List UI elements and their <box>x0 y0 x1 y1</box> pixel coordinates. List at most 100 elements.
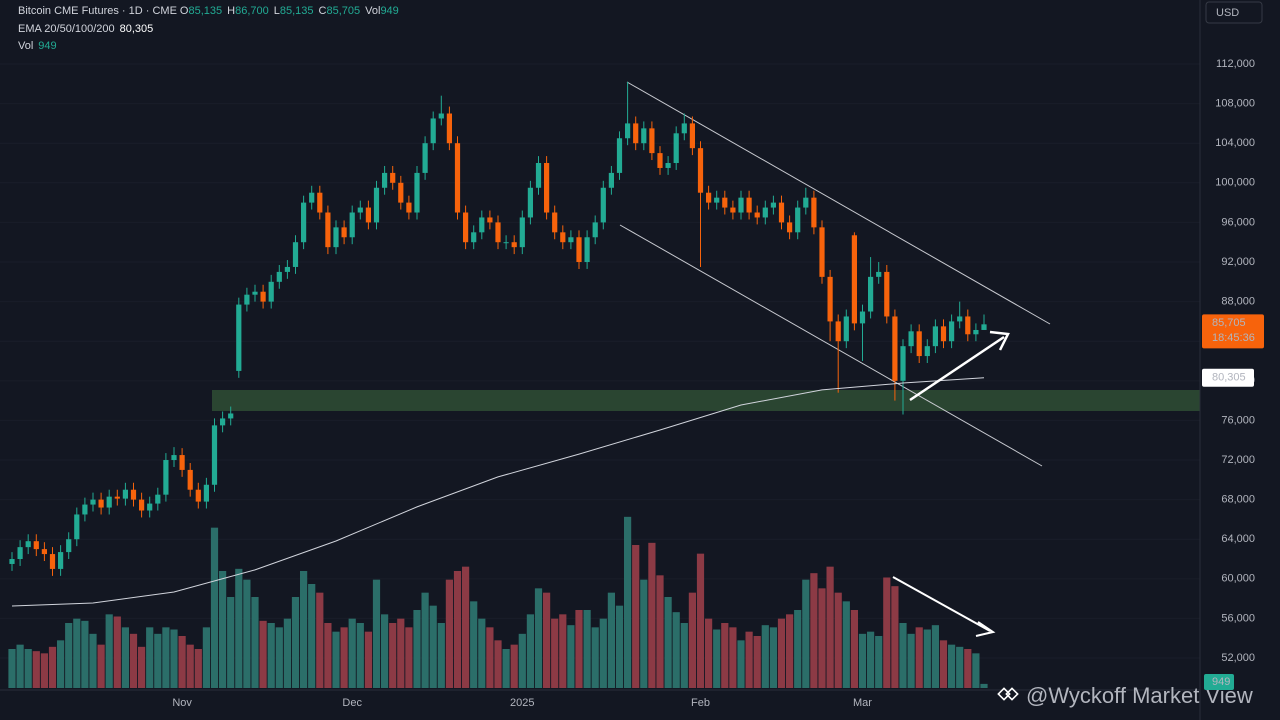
candle-body <box>868 276 874 312</box>
volume-bar <box>810 573 818 688</box>
volume-bar <box>599 618 607 688</box>
volume-bar <box>453 571 462 688</box>
x-tick-label: Mar <box>853 697 872 709</box>
legend-value: 85,705 <box>326 5 360 17</box>
volume-bar <box>470 601 478 688</box>
last-price-box <box>1202 314 1264 349</box>
candle-body <box>90 499 96 505</box>
candle-body <box>787 222 793 233</box>
candle-body <box>406 202 412 213</box>
candle-body <box>349 212 355 238</box>
volume-bar <box>405 627 413 688</box>
candle-body <box>171 455 177 461</box>
volume-bar <box>210 527 219 688</box>
volume-name: Vol <box>18 40 33 52</box>
countdown: 18:45:36 <box>1212 332 1255 344</box>
volume-bar <box>494 640 502 688</box>
volume-bar <box>40 653 48 688</box>
grid <box>0 63 1200 659</box>
volume-bar <box>170 629 178 688</box>
candle-body <box>722 197 728 208</box>
candle-body <box>58 552 64 569</box>
volume-bar <box>462 566 470 688</box>
candle-body <box>600 187 606 223</box>
volume-bar <box>721 623 729 688</box>
candle-body <box>390 172 396 183</box>
volume-bar <box>178 636 186 688</box>
candle-body <box>900 346 906 381</box>
candle-body <box>422 143 428 173</box>
candle-body <box>244 294 250 305</box>
volume-bar <box>194 649 202 688</box>
candle-body <box>908 331 914 347</box>
candle-body <box>430 118 436 144</box>
volume-bar <box>818 588 826 688</box>
volume-pane <box>8 516 988 688</box>
candle-body <box>260 291 266 302</box>
candle-body <box>706 192 712 203</box>
candle-body <box>438 113 444 119</box>
x-tick-label: Nov <box>172 697 192 709</box>
candle-body <box>778 202 785 223</box>
candle-body <box>795 207 801 233</box>
volume-bar <box>138 646 146 688</box>
volume-bar <box>883 577 891 688</box>
volume-bar <box>48 646 57 688</box>
volume-bar <box>502 649 510 688</box>
volume-bar <box>186 644 194 688</box>
volume-bar <box>16 644 24 688</box>
candle-body <box>657 153 663 168</box>
y-tick-label: 88,000 <box>1221 296 1255 308</box>
candle-body <box>471 232 477 243</box>
volume-bar <box>534 588 543 688</box>
volume-bar <box>850 610 858 688</box>
x-tick-label: Dec <box>342 697 362 709</box>
volume-axis-box <box>1204 674 1234 690</box>
volume-bar <box>640 579 648 688</box>
volume-bar <box>769 627 777 688</box>
volume-bar <box>259 620 267 688</box>
candle-body <box>398 182 404 203</box>
volume-bar <box>858 633 867 688</box>
y-tick-label: 96,000 <box>1221 216 1255 228</box>
ema-price-box <box>1202 368 1254 387</box>
currency-box[interactable] <box>1205 1 1263 24</box>
volume-bar <box>794 610 802 688</box>
volume-bar <box>162 627 170 688</box>
volume-bar <box>607 592 615 688</box>
candle-body <box>74 514 80 540</box>
volume-bar <box>413 610 421 688</box>
candle-body <box>114 496 120 499</box>
arrow-price <box>909 330 1010 402</box>
volume-bar <box>389 623 397 688</box>
y-tick-label: 56,000 <box>1221 612 1255 624</box>
volume-bar <box>202 627 210 688</box>
volume-bar <box>146 627 154 688</box>
currency: USD <box>1216 7 1239 19</box>
candle-body <box>746 197 752 213</box>
volume-bar <box>510 644 518 688</box>
x-tick-label: 2025 <box>510 697 534 709</box>
candle-body <box>843 316 849 342</box>
volume-bar <box>664 597 672 688</box>
candle-body <box>82 504 88 515</box>
volume-bar <box>437 623 445 688</box>
volume-bar <box>931 625 939 688</box>
candle-body <box>382 172 388 188</box>
candle-body <box>203 484 209 502</box>
volume-bar <box>478 618 486 688</box>
volume-bar <box>227 597 235 688</box>
candle-body <box>803 197 809 208</box>
candle-body <box>730 207 736 213</box>
volume-bar <box>948 644 956 688</box>
volume-bar <box>615 605 624 688</box>
candle-body <box>357 207 363 213</box>
candle-body <box>616 138 623 173</box>
candle-body <box>544 163 550 213</box>
legend-value: 85,135 <box>188 5 222 17</box>
arrow-line <box>892 576 991 632</box>
candle-body <box>25 541 31 548</box>
volume-bar <box>656 575 664 688</box>
